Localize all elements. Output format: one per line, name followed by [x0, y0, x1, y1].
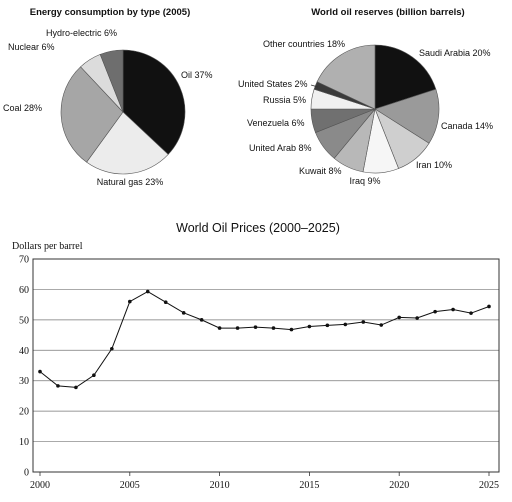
point-2018: [361, 320, 366, 324]
y-tick-70: 70: [19, 255, 29, 266]
y-tick-30: 30: [19, 376, 29, 387]
point-2011: [235, 326, 240, 330]
pie1-label-oil: Oil 37%: [181, 70, 213, 80]
y-tick-20: 20: [19, 407, 29, 418]
y-tick-40: 40: [19, 346, 29, 357]
point-2024: [469, 311, 473, 315]
x-tick-2010: 2010: [210, 480, 230, 491]
point-2012: [253, 325, 258, 329]
pie2-label-united-states: United States 2%: [238, 79, 308, 89]
pie2-slices: [310, 44, 440, 174]
pie1-slice-natural-gas: [86, 111, 169, 175]
x-tick-2015: 2015: [299, 480, 319, 491]
line-chart-svg: World Oil Prices (2000–2025) Dollars per…: [12, 221, 500, 491]
pie2-title: World oil reserves (billion barrels): [311, 7, 464, 18]
point-2000: [38, 369, 42, 374]
pie2-slice-saudi-arabia: [374, 44, 437, 110]
pie2-label-russia: Russia 5%: [263, 95, 306, 105]
pie2-label-iraq: Iraq 9%: [349, 176, 380, 186]
pie1-label-natural-gas: Natural gas 23%: [97, 177, 164, 187]
point-2016: [325, 323, 330, 328]
pie1-label-nuclear: Nuclear 6%: [8, 42, 55, 52]
pie2-label-kuwait: Kuwait 8%: [299, 166, 342, 176]
pie-labels: Oil 37% Natural gas 23% Coal 28% Nuclear 6%…: [3, 28, 493, 187]
pie2-slice-canada: [374, 88, 440, 144]
plot-frame: [32, 258, 500, 473]
x-tick-2020: 2020: [389, 480, 409, 491]
series-line: [39, 290, 490, 388]
pie1-label-coal: Coal 28%: [3, 103, 42, 113]
point-2023: [451, 307, 455, 312]
y-axis-label: Dollars per barrel: [12, 241, 83, 252]
point-2009: [199, 318, 204, 322]
y-tick-0: 0: [24, 468, 29, 479]
y-tick-10: 10: [19, 437, 29, 448]
y-tick-60: 60: [19, 285, 29, 296]
y-ticks: 0 10 20 30 40 50 60 70: [19, 255, 29, 479]
x-tick-2005: 2005: [120, 480, 140, 491]
point-2007: [163, 300, 168, 305]
pie2-label-other-countries: Other countries 18%: [263, 39, 345, 49]
point-2017: [343, 322, 348, 327]
point-2004: [110, 346, 114, 351]
pie-charts-panel: Energy consumption by type (2005) World …: [0, 0, 512, 196]
pie1-slice-coal: [60, 66, 124, 163]
point-2015: [307, 324, 312, 329]
pie1-title: Energy consumption by type (2005): [30, 7, 190, 18]
grid: [33, 289, 499, 442]
x-tick-2025: 2025: [479, 480, 499, 491]
pie2-slice-other-countries: [316, 44, 376, 110]
pie2-label-united-arab: United Arab 8%: [249, 143, 312, 153]
point-2025: [487, 304, 491, 309]
pie1-slices: [60, 49, 186, 175]
point-2021: [415, 316, 419, 320]
point-2003: [92, 373, 96, 378]
x-ticks: 2000 2005 2010 2015 2020 2025: [30, 472, 499, 491]
point-2006: [145, 289, 150, 294]
point-2010: [217, 326, 222, 330]
point-2001: [56, 384, 60, 388]
line-chart-panel: World Oil Prices (2000–2025) Dollars per…: [0, 200, 512, 502]
pie-charts-svg: Energy consumption by type (2005) World …: [3, 7, 493, 187]
pie2-label-iran: Iran 10%: [416, 160, 452, 170]
pie2-leader-united-states: [310, 84, 319, 88]
pie1-slice-oil: [122, 49, 186, 155]
y-tick-50: 50: [19, 315, 29, 326]
pie2-label-canada: Canada 14%: [441, 121, 493, 131]
point-2013: [271, 326, 276, 330]
x-tick-2000: 2000: [30, 480, 50, 491]
point-2008: [181, 311, 186, 315]
point-2014: [289, 327, 294, 332]
point-2005: [128, 299, 132, 304]
pie1-label-hydro-electric: Hydro-electric 6%: [46, 28, 117, 38]
price-series: [38, 289, 491, 390]
point-2019: [379, 323, 384, 327]
point-2020: [397, 315, 402, 320]
pie2-label-saudi-arabia: Saudi Arabia 20%: [419, 48, 491, 58]
line-chart-title: World Oil Prices (2000–2025): [176, 221, 340, 235]
point-2002: [74, 385, 78, 390]
pie1-slice-hydro-electric: [99, 49, 124, 113]
pie2-label-venezuela: Venezuela 6%: [247, 118, 305, 128]
point-2022: [433, 309, 437, 314]
